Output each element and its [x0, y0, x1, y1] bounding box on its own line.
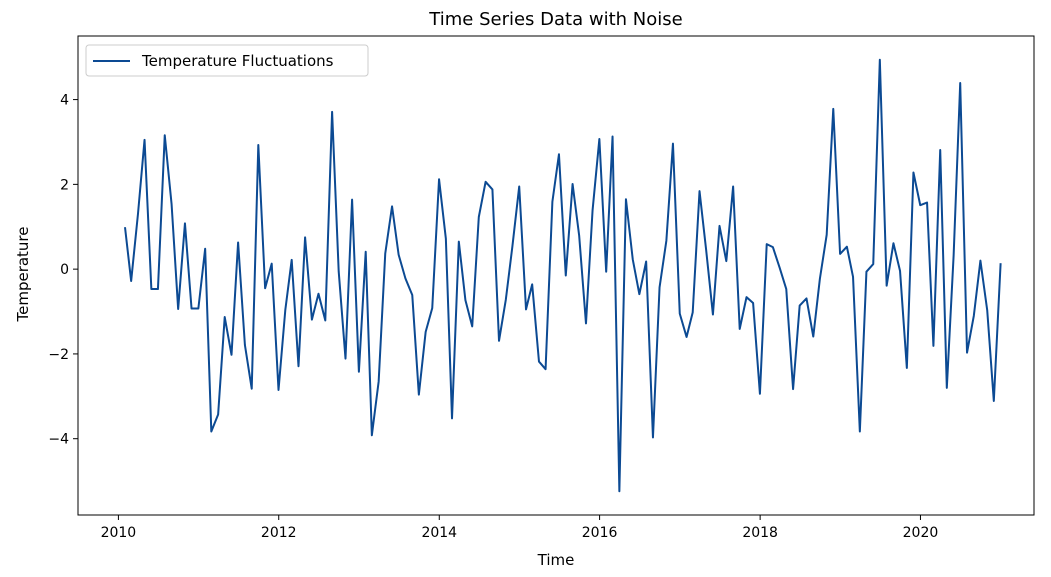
- y-axis-label: Temperature: [14, 226, 32, 322]
- axes-frame: [77, 35, 1035, 516]
- chart-title: Time Series Data with Noise: [428, 9, 682, 30]
- x-axis-label: Time: [537, 551, 575, 569]
- x-tick-label-2014: 2014: [421, 525, 457, 541]
- legend-label-temperature: Temperature Fluctuations: [141, 52, 334, 70]
- y-tick-label--4: −4: [48, 432, 69, 448]
- series-line-temperature: [124, 58, 1002, 493]
- x-tick-label-2010: 2010: [101, 525, 137, 541]
- x-tick-label-2018: 2018: [742, 525, 778, 541]
- legend-box: [85, 44, 369, 77]
- legend: Temperature Fluctuations: [85, 44, 369, 77]
- x-tick-label-2012: 2012: [261, 525, 297, 541]
- y-tick-label-2: 2: [60, 177, 69, 193]
- x-tick-label-2016: 2016: [582, 525, 618, 541]
- x-tick-label-2020: 2020: [903, 525, 939, 541]
- y-tick-label-4: 4: [60, 93, 69, 109]
- plot-area: 2010 2012 2014 2016 2018 2020 −4 −2 0 2 4: [48, 35, 1035, 541]
- y-tick-label--2: −2: [48, 347, 69, 363]
- y-tick-label-0: 0: [60, 262, 69, 278]
